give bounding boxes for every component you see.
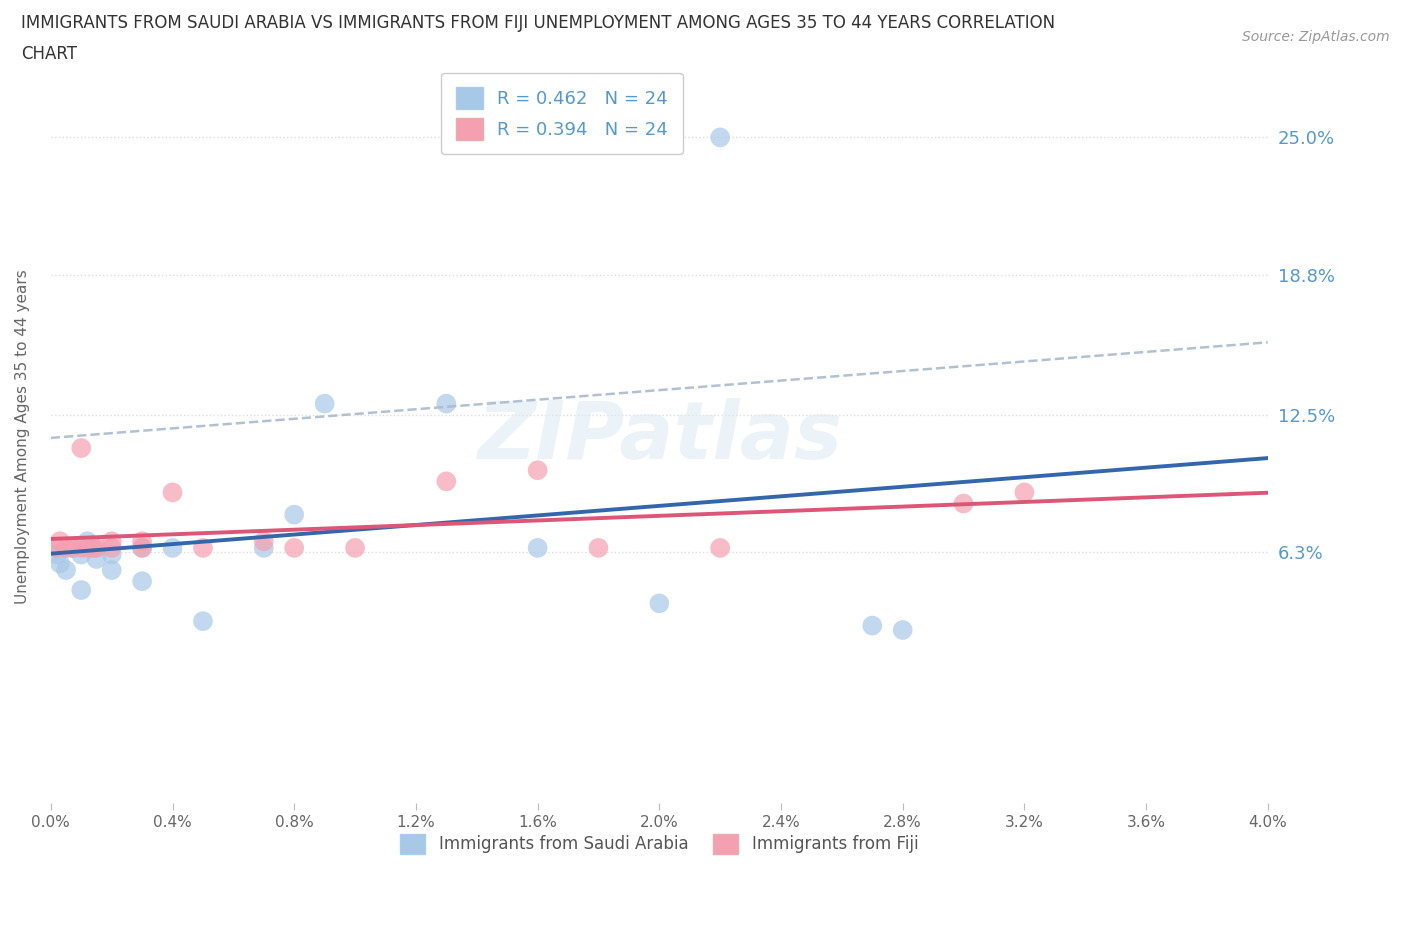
Point xyxy=(526,540,548,555)
Point xyxy=(434,474,457,489)
Point xyxy=(283,540,305,555)
Point xyxy=(162,540,184,555)
Point xyxy=(100,540,122,555)
Point xyxy=(60,540,83,555)
Text: ZIPatlas: ZIPatlas xyxy=(477,398,842,476)
Point xyxy=(82,540,104,555)
Point xyxy=(283,507,305,522)
Point xyxy=(100,547,122,562)
Point xyxy=(100,563,122,578)
Point xyxy=(314,396,336,411)
Point xyxy=(891,622,914,637)
Point xyxy=(131,534,153,549)
Y-axis label: Unemployment Among Ages 35 to 44 years: Unemployment Among Ages 35 to 44 years xyxy=(15,270,30,604)
Point xyxy=(76,540,98,555)
Legend: Immigrants from Saudi Arabia, Immigrants from Fiji: Immigrants from Saudi Arabia, Immigrants… xyxy=(394,827,925,860)
Point xyxy=(648,596,671,611)
Point xyxy=(100,534,122,549)
Point xyxy=(131,540,153,555)
Point xyxy=(45,540,67,555)
Text: IMMIGRANTS FROM SAUDI ARABIA VS IMMIGRANTS FROM FIJI UNEMPLOYMENT AMONG AGES 35 : IMMIGRANTS FROM SAUDI ARABIA VS IMMIGRAN… xyxy=(21,14,1056,32)
Point xyxy=(253,534,276,549)
Point xyxy=(952,496,974,511)
Text: Source: ZipAtlas.com: Source: ZipAtlas.com xyxy=(1241,30,1389,44)
Point xyxy=(76,534,98,549)
Point xyxy=(191,540,214,555)
Point xyxy=(162,485,184,499)
Point xyxy=(45,547,67,562)
Point xyxy=(709,130,731,145)
Point xyxy=(70,441,93,456)
Point xyxy=(191,614,214,629)
Point xyxy=(709,540,731,555)
Point xyxy=(86,540,108,555)
Point xyxy=(131,574,153,589)
Point xyxy=(860,618,883,633)
Point xyxy=(55,563,77,578)
Point xyxy=(588,540,610,555)
Point xyxy=(49,534,72,549)
Point xyxy=(1014,485,1036,499)
Point xyxy=(70,547,93,562)
Point xyxy=(82,540,104,555)
Point xyxy=(49,556,72,571)
Point xyxy=(60,540,83,555)
Point xyxy=(344,540,367,555)
Point xyxy=(55,540,77,555)
Point xyxy=(86,551,108,566)
Point xyxy=(70,582,93,597)
Point xyxy=(526,463,548,478)
Point xyxy=(253,540,276,555)
Point xyxy=(70,540,93,555)
Text: CHART: CHART xyxy=(21,45,77,62)
Point xyxy=(434,396,457,411)
Point xyxy=(131,540,153,555)
